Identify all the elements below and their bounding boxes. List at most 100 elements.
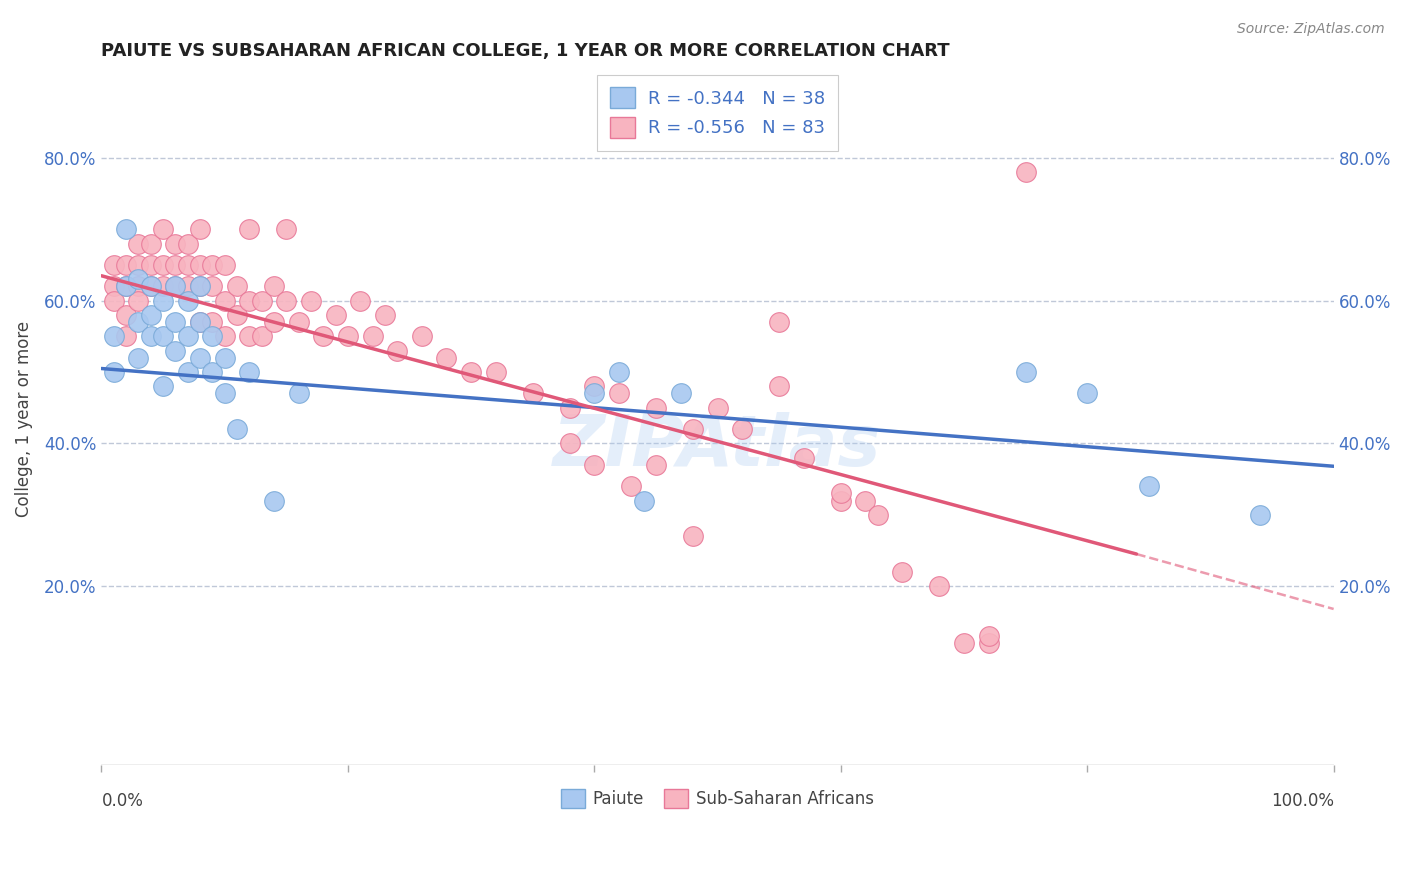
Point — [165, 279, 187, 293]
Point — [103, 329, 125, 343]
Point — [226, 422, 249, 436]
Point — [436, 351, 458, 365]
Point — [977, 629, 1000, 643]
Point — [620, 479, 643, 493]
Point — [214, 258, 236, 272]
Point — [250, 293, 273, 308]
Point — [152, 379, 174, 393]
Point — [263, 315, 285, 329]
Point — [1076, 386, 1098, 401]
Point — [103, 258, 125, 272]
Point — [731, 422, 754, 436]
Point — [115, 308, 138, 322]
Point — [645, 401, 668, 415]
Point — [768, 315, 790, 329]
Point — [214, 293, 236, 308]
Point — [645, 458, 668, 472]
Point — [115, 222, 138, 236]
Point — [165, 236, 187, 251]
Point — [188, 279, 211, 293]
Point — [830, 493, 852, 508]
Point — [103, 279, 125, 293]
Point — [139, 308, 162, 322]
Point — [238, 329, 260, 343]
Point — [1137, 479, 1160, 493]
Point — [165, 279, 187, 293]
Point — [177, 258, 200, 272]
Point — [1014, 365, 1036, 379]
Point — [276, 222, 298, 236]
Point — [866, 508, 889, 522]
Point — [177, 279, 200, 293]
Point — [127, 258, 149, 272]
Point — [607, 365, 630, 379]
Point — [287, 386, 309, 401]
Text: PAIUTE VS SUBSAHARAN AFRICAN COLLEGE, 1 YEAR OR MORE CORRELATION CHART: PAIUTE VS SUBSAHARAN AFRICAN COLLEGE, 1 … — [101, 42, 950, 60]
Text: ZIPAtlas: ZIPAtlas — [554, 411, 882, 481]
Point — [460, 365, 482, 379]
Point — [977, 636, 1000, 650]
Point — [177, 236, 200, 251]
Point — [115, 258, 138, 272]
Point — [558, 436, 581, 450]
Point — [768, 379, 790, 393]
Point — [299, 293, 322, 308]
Point — [633, 493, 655, 508]
Point — [682, 422, 704, 436]
Point — [103, 365, 125, 379]
Y-axis label: College, 1 year or more: College, 1 year or more — [15, 320, 32, 516]
Point — [263, 279, 285, 293]
Point — [214, 386, 236, 401]
Point — [522, 386, 544, 401]
Point — [855, 493, 877, 508]
Point — [583, 458, 606, 472]
Point — [583, 379, 606, 393]
Point — [139, 329, 162, 343]
Point — [312, 329, 335, 343]
Point — [177, 329, 200, 343]
Point — [139, 258, 162, 272]
Point — [349, 293, 371, 308]
Point — [152, 222, 174, 236]
Point — [706, 401, 728, 415]
Text: 0.0%: 0.0% — [101, 792, 143, 810]
Point — [188, 315, 211, 329]
Point — [682, 529, 704, 543]
Point — [188, 258, 211, 272]
Point — [485, 365, 508, 379]
Point — [201, 315, 224, 329]
Point — [238, 293, 260, 308]
Point — [152, 293, 174, 308]
Point — [201, 258, 224, 272]
Point — [669, 386, 692, 401]
Point — [793, 450, 815, 465]
Point — [385, 343, 408, 358]
Point — [115, 279, 138, 293]
Legend: Paiute, Sub-Saharan Africans: Paiute, Sub-Saharan Africans — [554, 782, 880, 815]
Point — [214, 351, 236, 365]
Point — [325, 308, 347, 322]
Point — [607, 386, 630, 401]
Point — [127, 293, 149, 308]
Point — [276, 293, 298, 308]
Point — [201, 329, 224, 343]
Point — [139, 279, 162, 293]
Point — [188, 222, 211, 236]
Point — [165, 343, 187, 358]
Point — [188, 315, 211, 329]
Point — [103, 293, 125, 308]
Point — [287, 315, 309, 329]
Point — [127, 315, 149, 329]
Point — [188, 351, 211, 365]
Point — [214, 329, 236, 343]
Point — [127, 272, 149, 286]
Point — [226, 279, 249, 293]
Point — [127, 279, 149, 293]
Text: Source: ZipAtlas.com: Source: ZipAtlas.com — [1237, 22, 1385, 37]
Point — [152, 279, 174, 293]
Point — [953, 636, 976, 650]
Point — [263, 493, 285, 508]
Point — [177, 365, 200, 379]
Point — [238, 365, 260, 379]
Point — [361, 329, 384, 343]
